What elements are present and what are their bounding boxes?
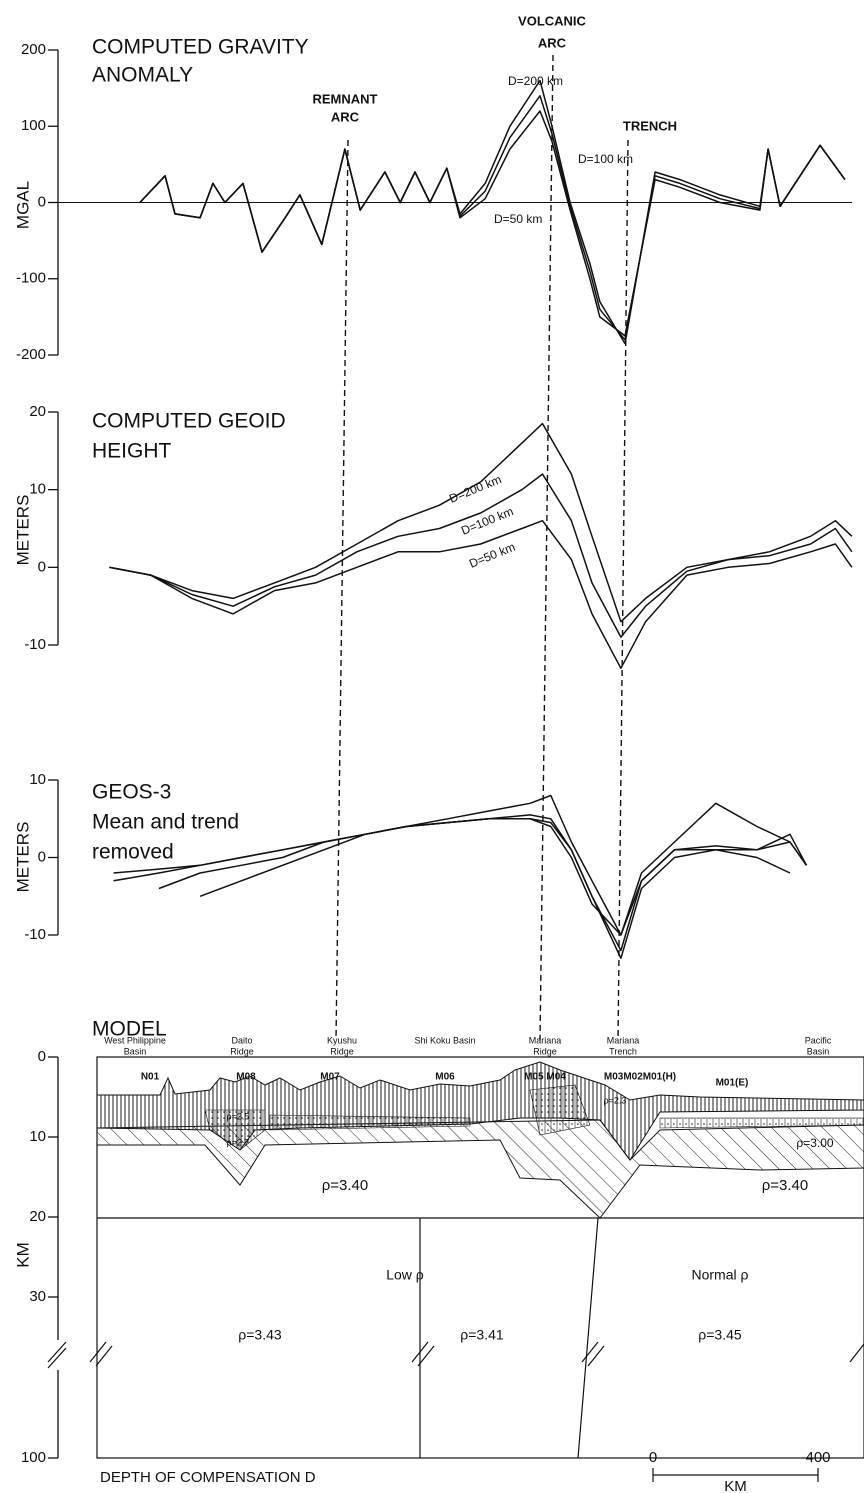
y-axis-label: MGAL xyxy=(13,181,32,229)
annotation: TRENCH xyxy=(623,118,677,133)
station-label: M07 xyxy=(320,1072,340,1083)
y-tick-label: 20 xyxy=(29,403,46,420)
region-label: Pacific xyxy=(805,1035,832,1045)
station-label: N01 xyxy=(141,1072,160,1083)
density-label: ρ=2.7 xyxy=(227,1137,250,1147)
y-tick-label: -200 xyxy=(16,346,46,363)
footer: DEPTH OF COMPENSATION D xyxy=(100,1469,316,1486)
region-label: Mariana xyxy=(529,1035,562,1045)
annotation: ARC xyxy=(538,35,567,50)
scalebar-unit: KM xyxy=(724,1478,747,1493)
density-label: ρ=3.45 xyxy=(698,1327,742,1343)
data-line xyxy=(199,818,808,936)
y-tick-label: -10 xyxy=(24,926,46,943)
y-tick-label: 0 xyxy=(38,558,46,575)
scalebar-label: 400 xyxy=(805,1449,830,1466)
series-label: D=100 km xyxy=(578,152,633,166)
region-label: Basin xyxy=(807,1046,830,1056)
y-axis-label: KM xyxy=(13,1242,32,1268)
density-label: ρ=2.3 xyxy=(604,1095,627,1105)
region-label: Trench xyxy=(609,1046,637,1056)
data-line xyxy=(109,519,853,670)
y-axis-label: METERS xyxy=(13,495,32,566)
chart-title: COMPUTED GRAVITY xyxy=(92,36,309,59)
region-label: Shi Koku Basin xyxy=(414,1035,475,1045)
y-tick-label: 0 xyxy=(38,193,46,210)
region-label: Kyushu xyxy=(327,1035,357,1045)
density-label: ρ=3.41 xyxy=(460,1327,504,1343)
density-label: ρ=3.43 xyxy=(238,1327,282,1343)
chart-title: ANOMALY xyxy=(92,64,193,87)
data-line xyxy=(109,422,853,623)
correlation-lines xyxy=(335,54,629,1041)
station-label: M06 xyxy=(435,1072,455,1083)
y-axis-label: METERS xyxy=(13,822,32,893)
series-label: D=50 km xyxy=(494,212,542,226)
data-line xyxy=(139,95,846,341)
annotation: VOLCANIC xyxy=(518,13,587,28)
y-tick-label: 0 xyxy=(38,848,46,865)
series-label: D=200 km xyxy=(447,472,503,506)
y-tick-label: 30 xyxy=(29,1288,46,1305)
chart-title: MODEL xyxy=(92,1018,167,1041)
region-label: Ridge xyxy=(330,1046,354,1056)
region-label: Ridge xyxy=(230,1046,254,1056)
model-section xyxy=(47,1056,864,1459)
station-label: M03M02M01(H) xyxy=(604,1072,676,1083)
region-label: Mariana xyxy=(607,1035,640,1045)
annotation: REMNANT xyxy=(313,91,378,106)
density-label: ρ=2.5 xyxy=(227,1111,250,1121)
region-label: Daito xyxy=(231,1035,252,1045)
y-tick-label: 100 xyxy=(21,117,46,134)
y-tick-label: 200 xyxy=(21,41,46,58)
data-line xyxy=(139,110,846,337)
density-label: ρ=3.00 xyxy=(796,1136,834,1150)
y-tick-label: 10 xyxy=(29,481,46,498)
y-tick-label: 20 xyxy=(29,1208,46,1225)
y-tick-label: 100 xyxy=(21,1449,46,1466)
y-tick-label: -100 xyxy=(16,270,46,287)
region-label: West Philippine xyxy=(104,1035,166,1045)
data-line xyxy=(139,79,846,345)
y-tick-label: -10 xyxy=(24,636,46,653)
chart-title: COMPUTED GEOID xyxy=(92,410,286,433)
series-label: D=200 km xyxy=(508,74,563,88)
density-label: ρ=3.40 xyxy=(322,1177,369,1194)
station-label: M05 M04 xyxy=(524,1072,566,1083)
scalebar-label: 0 xyxy=(649,1449,657,1466)
density-label: Low ρ xyxy=(386,1267,424,1283)
region-label: Ridge xyxy=(533,1046,557,1056)
annotation: ARC xyxy=(331,109,360,124)
region-label: Basin xyxy=(124,1046,147,1056)
chart-title: Mean and trend xyxy=(92,811,239,834)
station-label: M01(E) xyxy=(716,1078,749,1089)
data-line xyxy=(158,818,791,960)
data-line xyxy=(109,473,853,638)
y-tick-label: 10 xyxy=(29,1128,46,1145)
chart-title: removed xyxy=(92,841,174,864)
data-line xyxy=(113,814,808,952)
y-tick-label: 10 xyxy=(29,771,46,788)
chart-title: HEIGHT xyxy=(92,440,172,463)
series-label: D=50 km xyxy=(467,540,517,571)
chart-title: GEOS-3 xyxy=(92,781,171,804)
density-label: ρ=3.40 xyxy=(762,1177,809,1194)
station-label: M08 xyxy=(236,1072,256,1083)
y-tick-label: 0 xyxy=(38,1048,46,1065)
density-label: Normal ρ xyxy=(692,1267,749,1283)
